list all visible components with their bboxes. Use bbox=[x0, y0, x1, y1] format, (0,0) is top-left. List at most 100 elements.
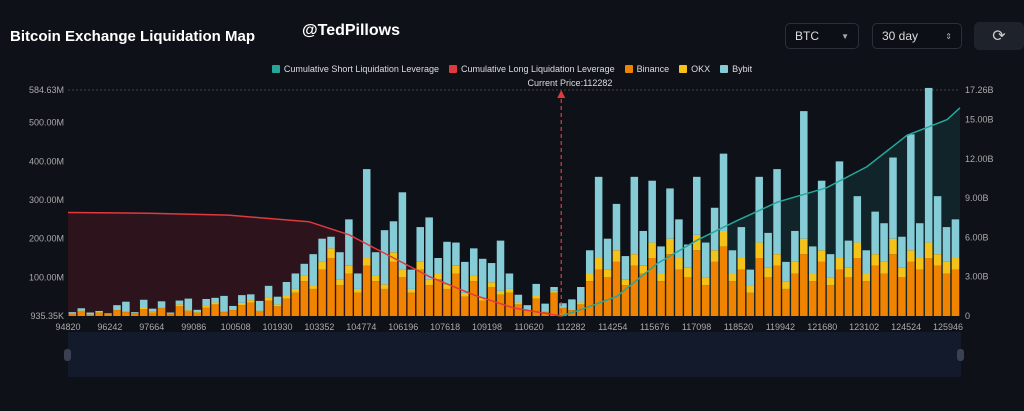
bar-binance bbox=[630, 265, 639, 316]
bar-binance bbox=[701, 285, 710, 316]
bar-okx bbox=[220, 311, 228, 313]
x-tick: 123102 bbox=[849, 322, 879, 332]
x-tick: 94820 bbox=[55, 322, 80, 332]
bar-bybit bbox=[907, 134, 915, 251]
bar-binance bbox=[229, 310, 237, 316]
legend-bybit[interactable]: Bybit bbox=[720, 64, 752, 74]
zoom-slider[interactable] bbox=[68, 332, 961, 377]
bar-bybit bbox=[443, 241, 451, 285]
bar-okx bbox=[264, 297, 273, 301]
bar-bybit bbox=[175, 300, 184, 305]
bar-binance bbox=[684, 277, 692, 316]
bar-bybit bbox=[211, 297, 219, 303]
legend-binance[interactable]: Binance bbox=[624, 64, 669, 74]
y-right-tick: 17.26B bbox=[965, 85, 994, 95]
bar-okx bbox=[924, 242, 933, 259]
bar-bybit bbox=[621, 256, 630, 280]
bar-okx bbox=[800, 238, 808, 255]
bar-okx bbox=[568, 309, 576, 311]
bar-binance bbox=[425, 285, 433, 316]
bar-okx bbox=[273, 304, 282, 307]
bar-okx bbox=[746, 285, 755, 293]
zoom-handle-left[interactable] bbox=[64, 349, 71, 361]
y-left-tick: 500.00M bbox=[29, 118, 64, 128]
bar-okx bbox=[817, 250, 826, 262]
bar-okx bbox=[229, 309, 237, 311]
bar-bybit bbox=[238, 295, 246, 303]
bar-bybit bbox=[157, 301, 166, 308]
bar-binance bbox=[478, 300, 487, 316]
bar-bybit bbox=[764, 232, 772, 268]
legend-label: Cumulative Long Liquidation Leverage bbox=[460, 64, 615, 74]
bar-bybit bbox=[853, 196, 862, 243]
legend-long[interactable]: Cumulative Long Liquidation Leverage bbox=[448, 64, 615, 74]
legend-short[interactable]: Cumulative Short Liquidation Leverage bbox=[271, 64, 439, 74]
bar-okx bbox=[416, 261, 424, 270]
bar-bybit bbox=[496, 240, 505, 291]
bar-bybit bbox=[800, 111, 808, 239]
x-tick: 117098 bbox=[682, 322, 711, 332]
bar-okx bbox=[77, 310, 86, 312]
y-left-tick: 935.35K bbox=[30, 311, 64, 321]
bar-bybit bbox=[532, 283, 540, 296]
bar-binance bbox=[345, 273, 353, 316]
bar-bybit bbox=[452, 242, 460, 266]
bar-okx bbox=[336, 279, 344, 286]
bar-bybit bbox=[282, 281, 291, 296]
bar-binance bbox=[710, 261, 719, 316]
bar-bybit bbox=[461, 261, 469, 293]
bar-okx bbox=[951, 258, 960, 270]
coin-select[interactable]: BTC ▼ bbox=[785, 23, 859, 49]
bar-bybit bbox=[630, 176, 639, 255]
bar-bybit bbox=[380, 230, 389, 285]
bar-okx bbox=[550, 290, 558, 293]
bar-bybit bbox=[309, 254, 317, 286]
bar-binance bbox=[782, 288, 790, 316]
bar-binance bbox=[291, 292, 300, 316]
bar-okx bbox=[255, 310, 264, 312]
refresh-button[interactable]: ⟳ bbox=[974, 22, 1024, 50]
bar-binance bbox=[657, 281, 665, 316]
bar-okx bbox=[193, 312, 201, 313]
bar-binance bbox=[122, 312, 130, 316]
zoom-handle-right[interactable] bbox=[957, 349, 964, 361]
bar-bybit bbox=[835, 161, 844, 259]
x-tick: 114254 bbox=[598, 322, 627, 332]
bar-binance bbox=[362, 265, 371, 316]
bar-binance bbox=[157, 308, 166, 316]
x-tick: 96242 bbox=[97, 322, 122, 332]
bar-okx bbox=[764, 267, 772, 278]
bar-okx bbox=[889, 238, 897, 255]
x-tick: 103352 bbox=[304, 322, 334, 332]
refresh-icon: ⟳ bbox=[992, 28, 1006, 45]
bar-bybit bbox=[719, 153, 728, 231]
bar-okx bbox=[371, 275, 380, 282]
bar-okx bbox=[505, 288, 514, 293]
bar-bybit bbox=[104, 313, 112, 315]
bar-okx bbox=[452, 265, 460, 274]
bar-binance bbox=[639, 273, 647, 316]
bar-bybit bbox=[585, 250, 594, 274]
bar-binance bbox=[523, 310, 532, 316]
chevron-down-icon: ▼ bbox=[841, 31, 849, 41]
bar-bybit bbox=[746, 269, 755, 286]
period-select[interactable]: 30 day ⇕ bbox=[872, 23, 962, 49]
bar-bybit bbox=[425, 217, 433, 280]
bar-bybit bbox=[862, 250, 870, 274]
bar-binance bbox=[764, 277, 772, 316]
bar-okx bbox=[585, 273, 594, 282]
legend-okx[interactable]: OKX bbox=[679, 64, 710, 74]
bar-okx bbox=[461, 292, 469, 297]
bar-binance bbox=[666, 254, 674, 316]
bar-okx bbox=[808, 273, 817, 282]
bar-okx bbox=[693, 234, 701, 251]
y-left-tick: 300.00M bbox=[29, 195, 64, 205]
bar-binance bbox=[318, 269, 326, 316]
y-left-tick: 584.63M bbox=[29, 85, 64, 95]
chart-legend: Cumulative Short Liquidation Leverage Cu… bbox=[0, 64, 1024, 74]
bar-okx bbox=[184, 310, 193, 312]
bar-okx bbox=[327, 248, 335, 259]
x-tick: 100508 bbox=[221, 322, 251, 332]
short-cumulative-line bbox=[560, 107, 961, 317]
bar-binance bbox=[380, 288, 389, 316]
